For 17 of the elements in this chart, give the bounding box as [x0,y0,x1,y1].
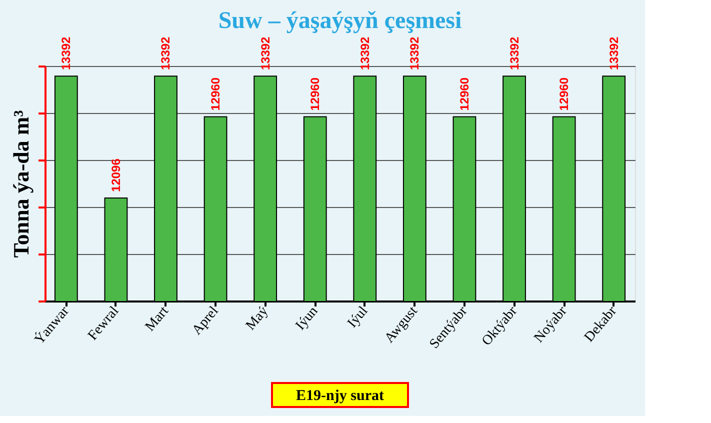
data-label: 12960 [308,77,322,111]
data-label: 13392 [358,36,372,70]
data-label: 12960 [457,77,472,111]
data-label: 13392 [507,36,522,70]
chart-title: Suw – ýaşaýşyň çeşmesi [218,8,462,34]
data-label: 13392 [606,36,621,70]
y-axis-title: Tonna ýa-da m³ [8,110,34,258]
data-label: 12960 [557,77,572,111]
data-label: 12096 [108,158,123,192]
data-label: 13392 [158,36,173,70]
data-label: 13392 [408,36,422,70]
x-tick-label: Iýun [293,304,322,334]
data-label: 13392 [258,36,272,70]
x-tick-label: Iýul [345,304,372,331]
data-label: 13392 [59,36,74,70]
text: E19-njy surat [296,388,384,404]
data-label: 12960 [208,77,223,111]
